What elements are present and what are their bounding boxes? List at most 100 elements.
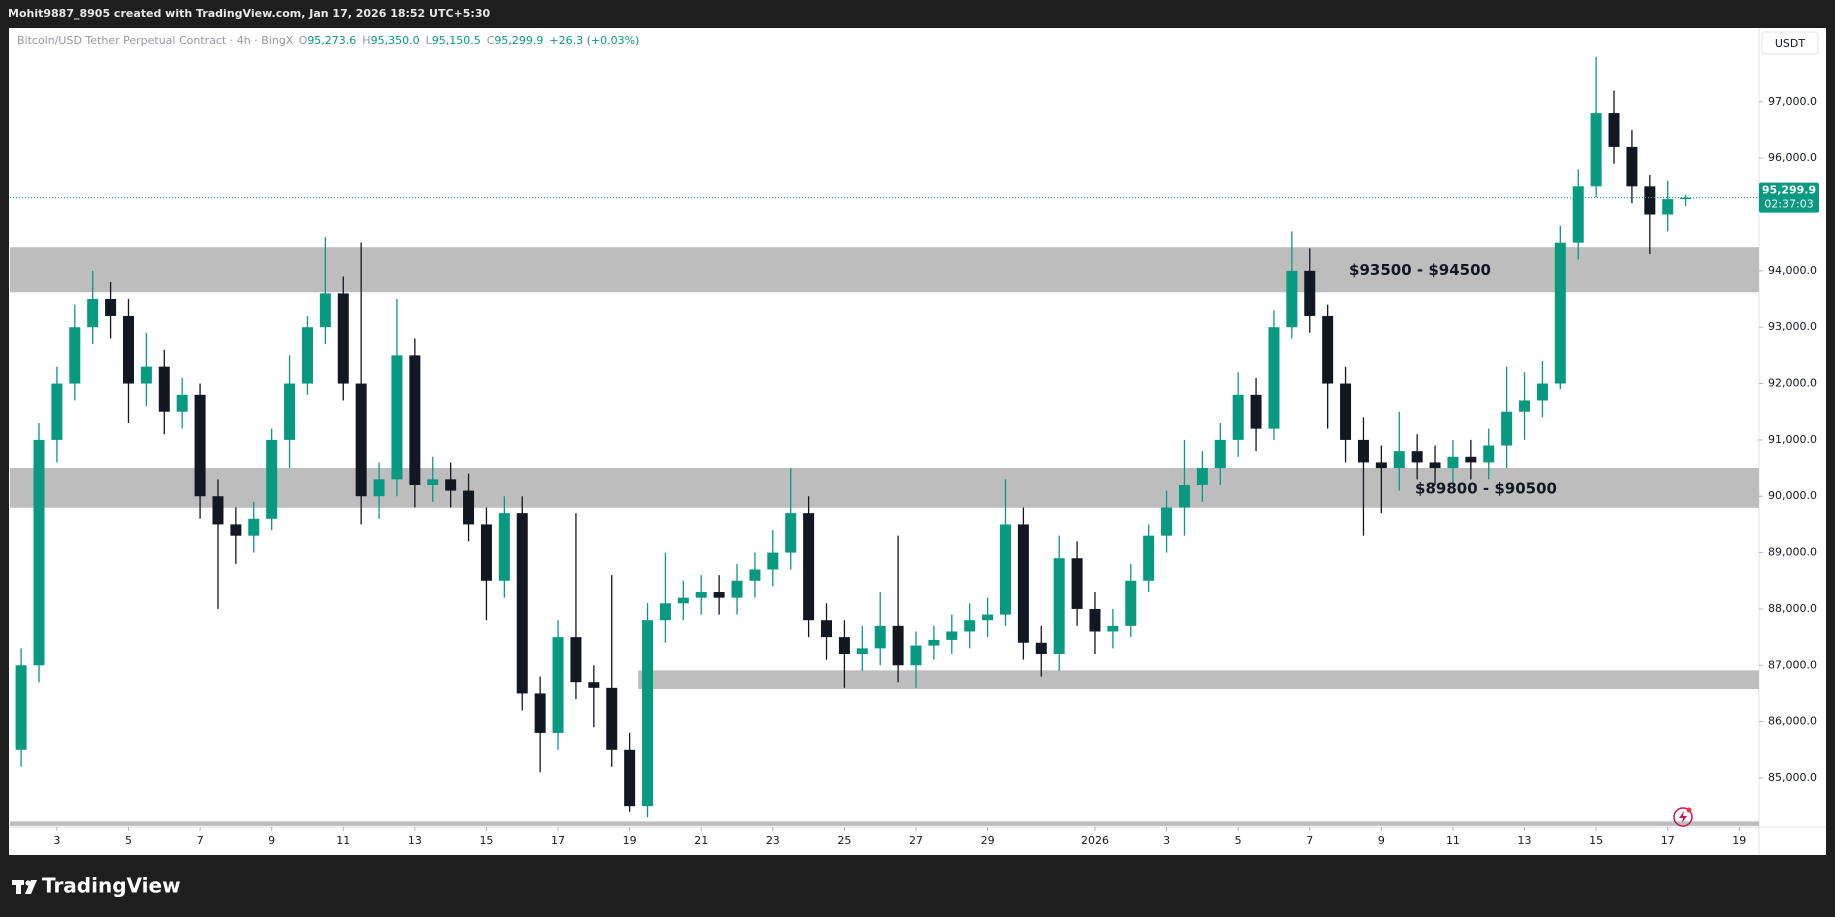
candle-body <box>319 293 331 328</box>
candle-body <box>1089 608 1101 632</box>
candle-body <box>122 315 134 384</box>
candle-body <box>1644 186 1656 215</box>
candle-body <box>1519 400 1531 412</box>
symbol: Bitcoin/USD Tether Perpetual Contract · … <box>17 34 294 47</box>
x-tick-label: 7 <box>197 834 204 847</box>
candle-body <box>570 637 582 683</box>
y-tick-label: 93,000.0 <box>1768 320 1817 333</box>
y-tick-label: 97,000.0 <box>1768 95 1817 108</box>
candle-body <box>606 687 618 750</box>
candle-body <box>176 394 188 412</box>
candle-body <box>266 439 278 519</box>
candle-body <box>964 620 976 632</box>
candle-body <box>463 490 475 525</box>
candle-body <box>301 327 313 384</box>
candle-body <box>445 479 457 491</box>
x-tick-label: 11 <box>336 834 350 847</box>
candle-body <box>982 614 994 621</box>
brand: TradingView <box>42 874 181 898</box>
candle-body <box>1501 411 1513 446</box>
candle-body <box>588 682 600 688</box>
ohlc-key: O <box>299 34 308 47</box>
plot: 85,000.0 86,000.0 87,000.0 88,000.0 89,000.0… <box>10 34 1819 847</box>
candle-body <box>1178 484 1190 508</box>
candle-body <box>248 518 260 536</box>
y-tick-label: 90,000.0 <box>1768 489 1817 502</box>
candle-body <box>516 513 528 694</box>
candle-body <box>713 592 725 598</box>
chart-panel <box>9 28 1826 855</box>
candle-body <box>373 479 385 497</box>
candle-body <box>1340 383 1352 440</box>
candle-body <box>1536 383 1548 401</box>
candle-body <box>1268 327 1280 429</box>
candle-body <box>140 366 152 384</box>
candle-body <box>158 366 170 412</box>
candle-body <box>1286 270 1298 328</box>
candle-body <box>1017 524 1029 643</box>
last-price-label: 95,299.9 <box>1762 184 1816 197</box>
candle-body <box>15 665 27 750</box>
x-tick-label: 25 <box>837 834 851 847</box>
candle-body <box>212 496 224 525</box>
candle-body <box>534 693 546 733</box>
x-tick-label: 3 <box>53 834 60 847</box>
candle-body <box>642 620 654 807</box>
y-tick-label: 87,000.0 <box>1768 658 1817 671</box>
candle-body <box>946 631 958 640</box>
candle-body <box>1232 394 1244 440</box>
candle-body <box>1196 468 1208 485</box>
candle-body <box>69 327 81 384</box>
candle-body <box>1429 462 1441 469</box>
candle-body <box>874 625 886 649</box>
y-tick-label: 86,000.0 <box>1768 715 1817 728</box>
candle-body <box>659 603 671 621</box>
candle-body <box>803 513 815 621</box>
candle-body <box>928 639 940 646</box>
y-tick-label: 92,000.0 <box>1768 377 1817 390</box>
candle-body <box>409 355 421 485</box>
candle-body <box>1393 451 1405 469</box>
candle-body <box>1447 456 1459 469</box>
candle-body <box>1626 146 1638 187</box>
ohlc-value: 95,350.0 <box>371 34 420 47</box>
countdown: 02:37:03 <box>1764 198 1813 211</box>
candle-body <box>767 552 779 570</box>
ohlc-key: C <box>487 34 495 47</box>
x-tick-label: 29 <box>981 834 995 847</box>
candle-body <box>999 524 1011 615</box>
y-tick-label: 88,000.0 <box>1768 602 1817 615</box>
x-tick-label: 13 <box>408 834 422 847</box>
candle-body <box>1375 462 1387 469</box>
candle-body <box>1143 535 1155 581</box>
candle-body <box>105 299 117 316</box>
x-tick-label: 3 <box>1163 834 1170 847</box>
currency-box <box>1761 31 1819 55</box>
ohlc-value: 95,299.9 <box>494 34 543 47</box>
candle-body <box>355 383 367 497</box>
ohlc-value: 95,273.6 <box>307 34 356 47</box>
candle-body <box>230 524 242 536</box>
x-tick-label: 15 <box>1589 834 1603 847</box>
candle-body <box>1035 642 1047 655</box>
candle-body <box>33 439 45 666</box>
x-tick-label: 11 <box>1446 834 1460 847</box>
x-tick-label: 17 <box>551 834 565 847</box>
candle-body <box>1357 439 1369 463</box>
candle-body <box>1590 113 1602 187</box>
x-tick-label: 19 <box>623 834 637 847</box>
ohlc-value: 95,150.5 <box>432 34 481 47</box>
candle-body <box>624 749 636 807</box>
zone <box>638 670 1760 690</box>
y-tick-label: 96,000.0 <box>1768 151 1817 164</box>
zone-label: $93500 - $94500 <box>1349 261 1491 279</box>
candle-body <box>1071 558 1083 609</box>
candle-body <box>785 513 797 553</box>
x-tick-label: 15 <box>479 834 493 847</box>
last-price-box <box>1759 182 1819 213</box>
ohlc-key: L <box>426 34 433 47</box>
x-tick-label: 19 <box>1732 834 1746 847</box>
candle-body <box>856 648 868 655</box>
candle-body <box>695 592 707 598</box>
